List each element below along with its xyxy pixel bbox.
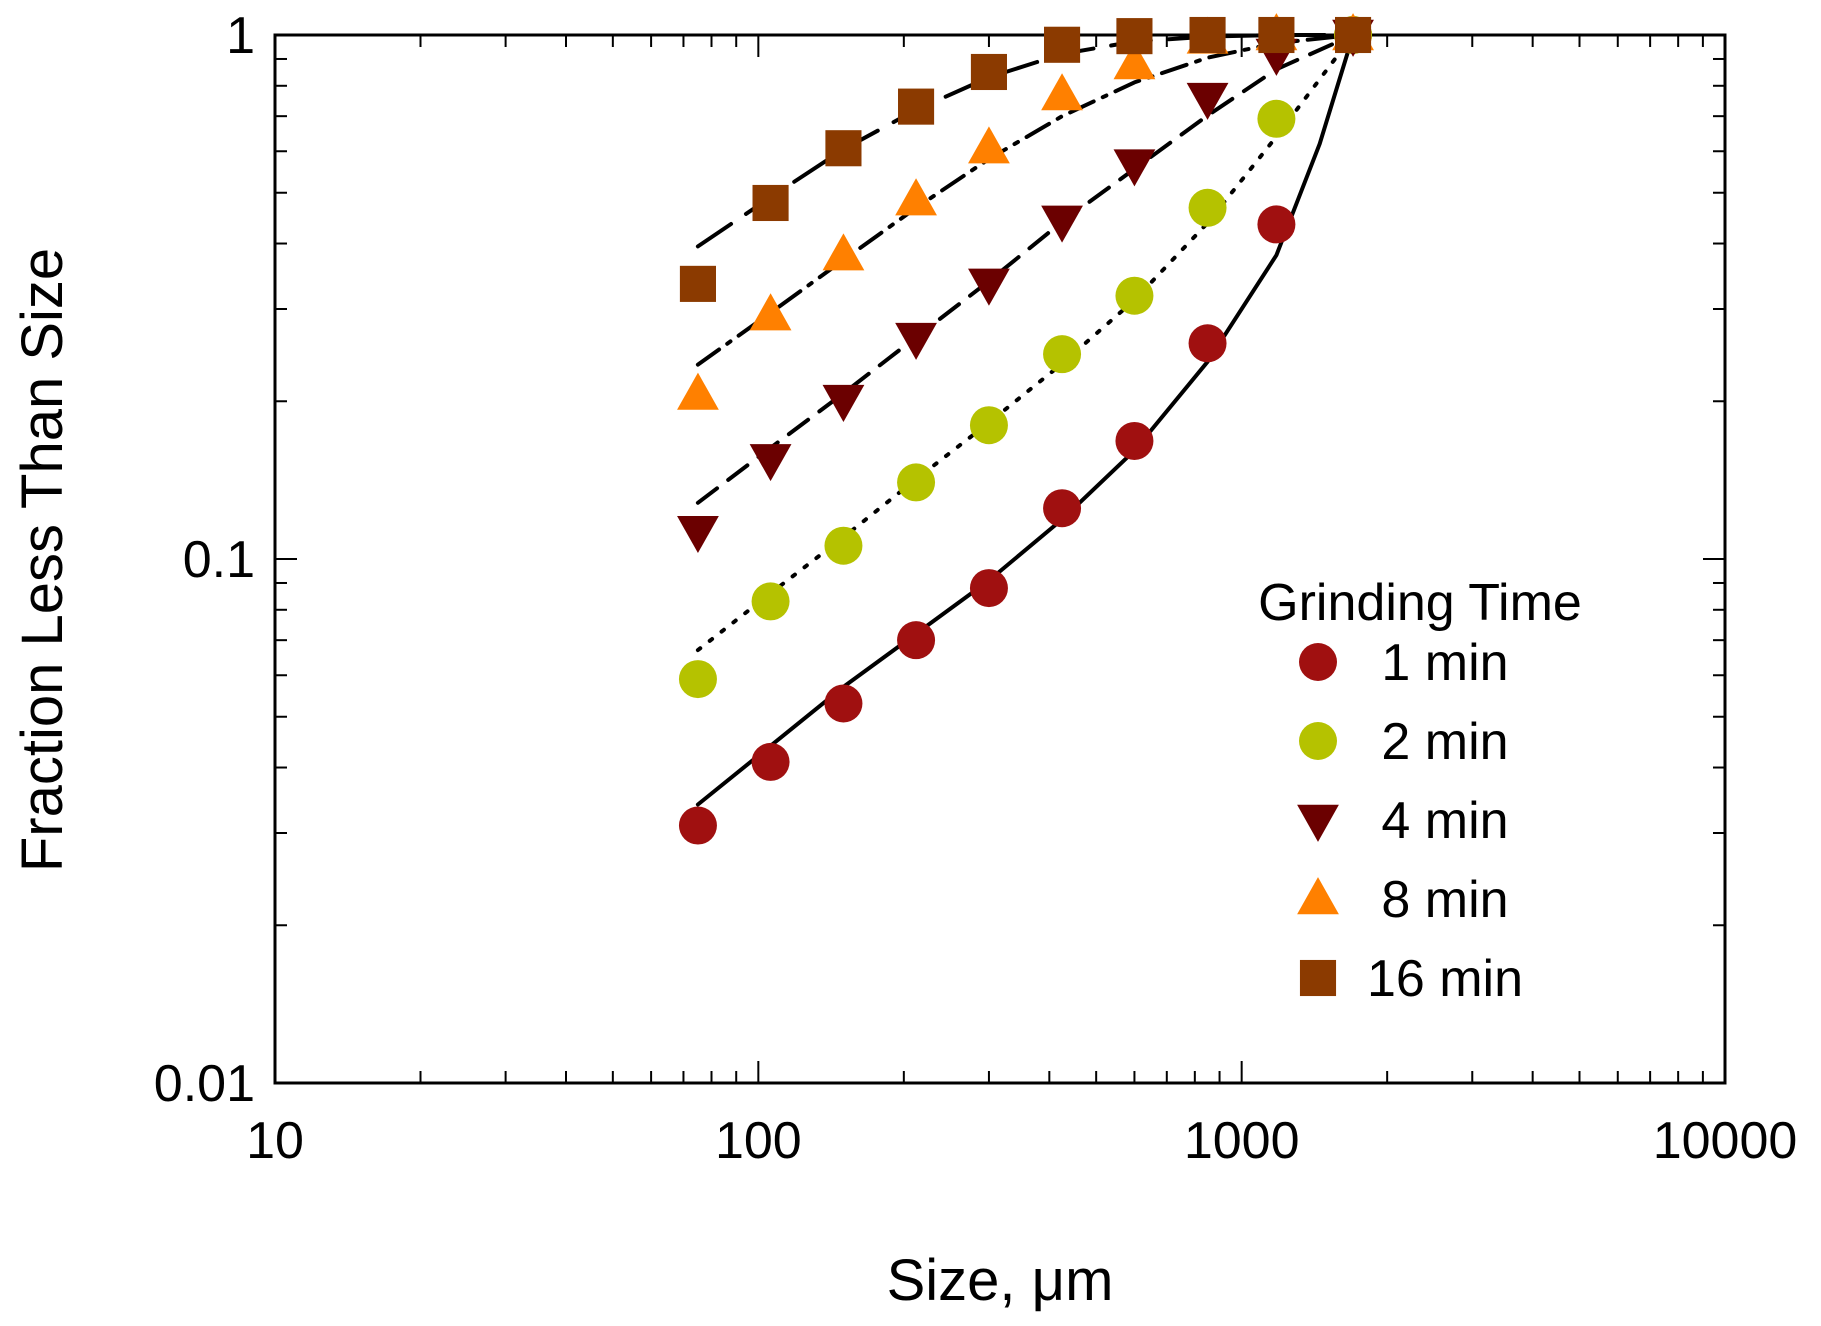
x-axis-label: Size, μm xyxy=(887,1248,1114,1313)
y-axis-label: Fraction Less Than Size xyxy=(10,248,75,872)
data-point xyxy=(752,184,789,222)
fit-lines xyxy=(695,33,1356,807)
legend-marker xyxy=(1299,959,1337,997)
x-tick-label: 100 xyxy=(715,1112,802,1170)
plot-area xyxy=(273,13,1727,1085)
legend-title: Grinding Time xyxy=(1258,574,1582,632)
legend: Grinding Time 1 min 2 min 4 min 8 min 16 min xyxy=(1258,574,1582,1008)
legend-marker xyxy=(1299,722,1337,760)
data-point xyxy=(1257,99,1296,138)
data-point xyxy=(897,621,936,660)
series-4-min xyxy=(677,19,1374,554)
legend-item: 1 min xyxy=(1299,634,1509,692)
legend-label: 4 min xyxy=(1381,792,1508,850)
data-point xyxy=(749,444,792,482)
data-point xyxy=(822,233,865,271)
data-point xyxy=(677,372,719,410)
data-points xyxy=(677,13,1374,845)
legend-label: 8 min xyxy=(1381,871,1508,929)
data-point xyxy=(825,130,862,167)
fit-line-4-min xyxy=(695,33,1356,505)
data-point xyxy=(1041,73,1083,111)
data-point xyxy=(1186,82,1229,120)
legend-marker xyxy=(1297,804,1339,842)
data-point xyxy=(1113,42,1156,80)
series-1-min xyxy=(678,16,1373,845)
data-point xyxy=(969,569,1008,608)
data-point xyxy=(968,126,1010,164)
data-point xyxy=(1258,16,1295,54)
legend-item: 16 min xyxy=(1299,950,1523,1008)
fit-line-8-min xyxy=(695,33,1356,367)
data-point xyxy=(822,384,865,422)
legend-marker xyxy=(1297,877,1339,915)
data-point xyxy=(1115,276,1154,315)
data-point xyxy=(1044,26,1081,63)
x-tick-label: 1000 xyxy=(1184,1112,1300,1170)
data-point xyxy=(1335,16,1372,54)
x-tick-label: 10 xyxy=(246,1112,304,1170)
axis-ticks xyxy=(275,35,1725,1083)
tick-labels: 10 100 1000 10000 0.01 0.1 1 xyxy=(154,7,1798,1170)
data-point xyxy=(751,742,790,781)
data-point xyxy=(678,806,717,845)
legend-item: 8 min xyxy=(1297,871,1509,929)
data-point xyxy=(898,88,935,125)
data-point xyxy=(1041,205,1083,243)
data-point xyxy=(895,322,937,360)
legend-label: 2 min xyxy=(1381,713,1508,771)
y-tick-label: 1 xyxy=(226,7,255,65)
legend-label: 16 min xyxy=(1367,950,1523,1008)
data-point xyxy=(677,515,719,554)
legend-item: 2 min xyxy=(1299,713,1509,771)
fit-line-2-min xyxy=(695,33,1356,653)
data-point xyxy=(897,463,936,502)
data-point xyxy=(970,53,1007,91)
data-point xyxy=(1188,324,1227,363)
data-point xyxy=(1188,188,1227,227)
data-point xyxy=(824,526,863,565)
legend-items: 1 min 2 min 4 min 8 min 16 min xyxy=(1297,634,1523,1008)
data-point xyxy=(1257,205,1296,244)
data-point xyxy=(1189,16,1226,54)
y-tick-label: 0.1 xyxy=(183,531,255,589)
legend-item: 4 min xyxy=(1297,792,1509,850)
data-point xyxy=(679,265,716,302)
data-point xyxy=(749,293,792,331)
x-tick-label: 10000 xyxy=(1653,1112,1798,1170)
series-16-min xyxy=(679,16,1372,302)
data-point xyxy=(1115,421,1154,460)
fit-line-1-min xyxy=(695,33,1356,807)
data-point xyxy=(1116,18,1153,55)
legend-label: 1 min xyxy=(1381,634,1508,692)
data-point xyxy=(1043,489,1082,528)
data-point xyxy=(968,268,1010,306)
legend-marker xyxy=(1299,643,1337,681)
data-point xyxy=(751,582,790,621)
data-point xyxy=(678,660,717,699)
data-point xyxy=(1043,335,1082,374)
fit-line-16-min xyxy=(695,33,1356,249)
data-point xyxy=(969,406,1008,445)
data-point xyxy=(895,178,937,216)
y-tick-label: 0.01 xyxy=(154,1055,255,1113)
data-point xyxy=(824,684,863,723)
data-point xyxy=(1113,149,1156,187)
